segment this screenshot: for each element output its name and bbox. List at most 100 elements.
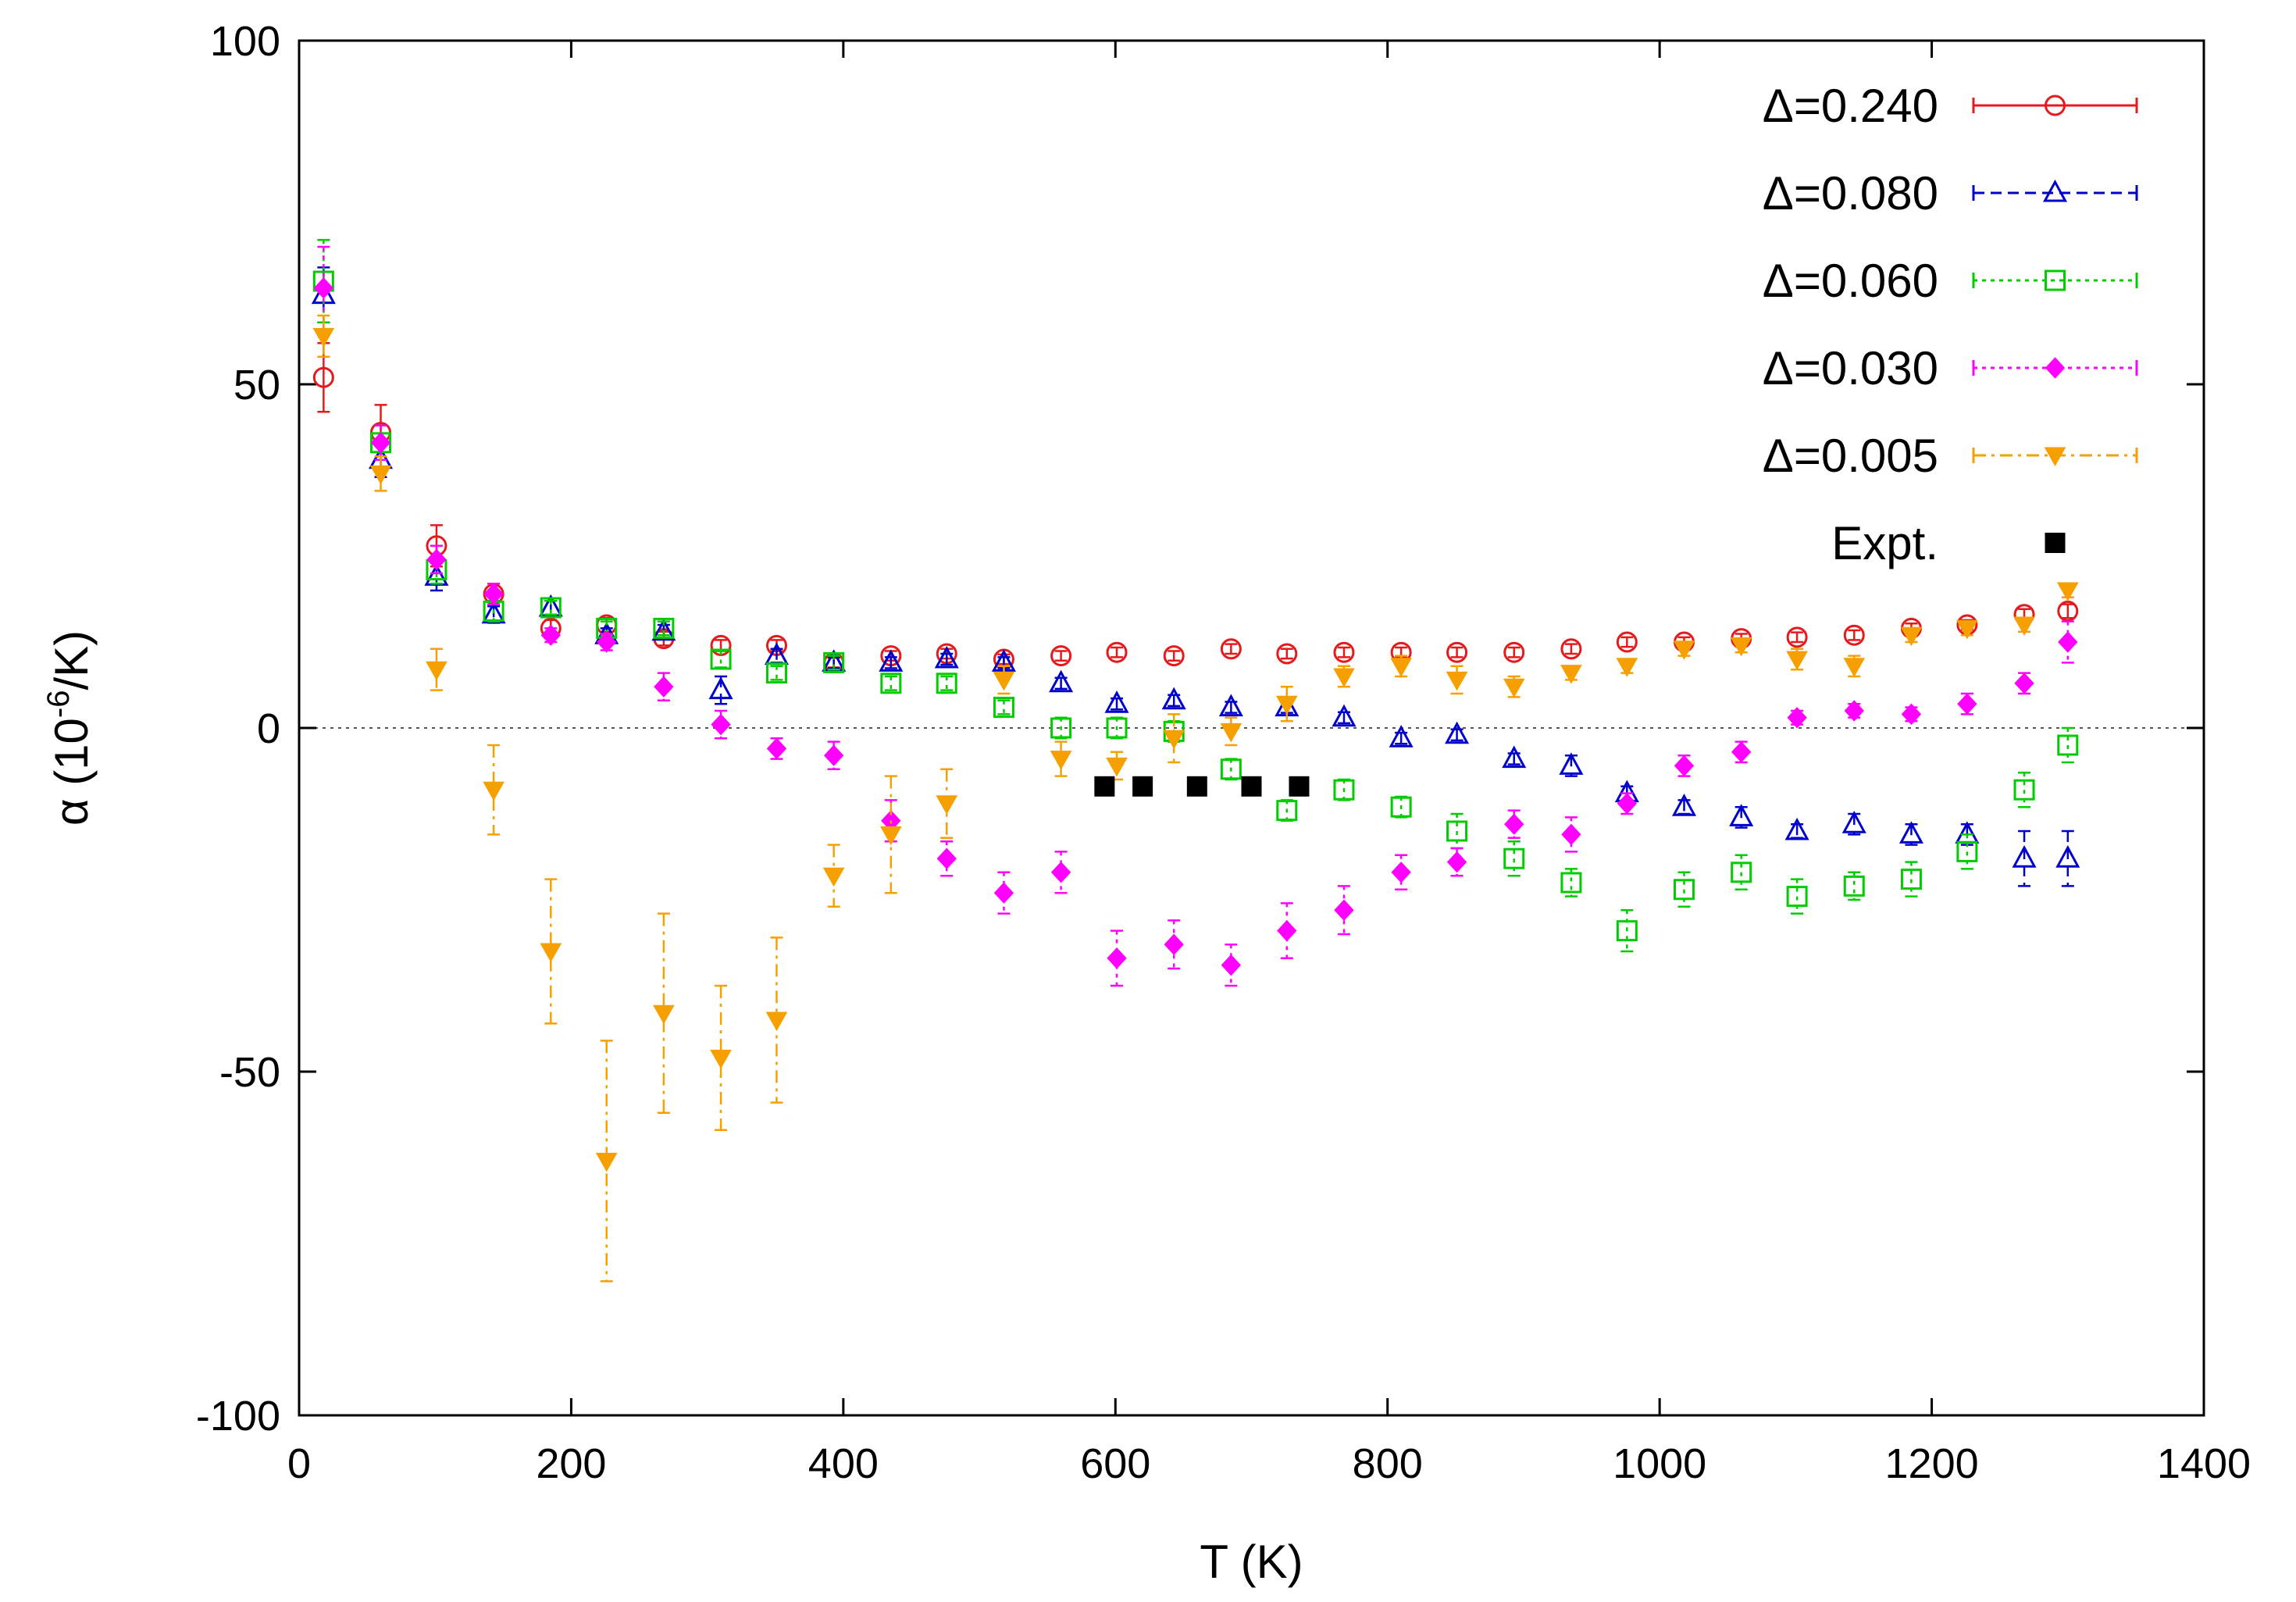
data-point [1049, 669, 1074, 693]
data-point [1956, 840, 1978, 862]
data-point [1186, 776, 1207, 797]
data-point [1161, 687, 1186, 710]
data-point [1104, 690, 1129, 713]
plot-frame [298, 39, 2205, 1417]
data-point [708, 676, 733, 700]
data-point [483, 583, 504, 605]
data-point [1241, 776, 1262, 797]
data-point [823, 651, 845, 673]
data-point [2014, 673, 2034, 694]
y-tick-label: 50 [234, 362, 280, 409]
x-tick-label: 0 [287, 1440, 311, 1487]
data-point [1841, 811, 1866, 833]
data-point [1729, 804, 1754, 826]
data-point [2013, 779, 2035, 801]
data-point [2055, 845, 2080, 868]
data-point [1050, 717, 1072, 739]
data-point [651, 618, 676, 641]
data-point [1898, 821, 1923, 844]
legend-marker [2044, 447, 2066, 467]
data-point [2057, 734, 2079, 756]
series-5 [1094, 776, 1310, 797]
data-point [540, 624, 561, 646]
data-point [1616, 658, 1638, 677]
x-tick-label: 1000 [1613, 1440, 1706, 1487]
data-point [822, 867, 845, 887]
legend-label: Δ=0.005 [1763, 430, 1938, 482]
data-point [1050, 645, 1072, 667]
legend-label: Δ=0.240 [1763, 80, 1938, 132]
data-point [1221, 954, 1242, 976]
data-point [936, 673, 957, 694]
data-point [1730, 637, 1752, 657]
data-point [312, 327, 335, 348]
data-point [1107, 947, 1127, 969]
data-point [1843, 875, 1865, 897]
data-point [1561, 823, 1581, 846]
data-point [936, 847, 957, 869]
data-point [766, 737, 787, 760]
data-point [993, 671, 1015, 691]
data-point [1787, 707, 1807, 729]
data-point [1503, 678, 1525, 698]
legend-marker [2045, 533, 2066, 553]
data-point [1163, 645, 1185, 667]
data-point [1277, 919, 1297, 942]
data-point [1391, 862, 1411, 883]
data-point [1503, 847, 1525, 869]
data-point [1957, 693, 1977, 715]
y-axis-label-exponent: -6 [41, 690, 76, 719]
data-point [1334, 899, 1354, 921]
data-point [765, 662, 787, 684]
data-point [934, 645, 959, 669]
data-point [823, 744, 844, 766]
data-point [540, 597, 562, 619]
data-point [1900, 626, 1923, 647]
data-point [1390, 658, 1412, 677]
x-tick-label: 600 [1080, 1440, 1150, 1487]
data-point [1389, 725, 1414, 747]
data-point [1560, 638, 1582, 660]
y-axis-label: α (10-6/K) [41, 630, 98, 826]
legend-label: Δ=0.060 [1763, 255, 1938, 307]
data-point [1132, 776, 1153, 797]
data-point [1900, 869, 1922, 890]
data-point [1446, 641, 1468, 663]
data-point [1503, 641, 1525, 663]
legend-marker [2045, 357, 2066, 379]
data-point [2012, 845, 2037, 868]
data-point [597, 631, 617, 653]
data-point [483, 781, 504, 801]
data-point [1332, 704, 1357, 727]
data-point [1674, 879, 1695, 901]
data-point [879, 649, 904, 672]
data-point [1333, 668, 1355, 688]
data-point [1617, 793, 1638, 815]
data-point [1843, 624, 1865, 646]
data-point [765, 1012, 788, 1032]
legend-marker [2045, 95, 2066, 116]
data-point [1616, 920, 1638, 942]
data-point [1106, 717, 1128, 739]
data-point [1220, 723, 1242, 743]
data-point [1289, 776, 1310, 797]
data-point [1671, 794, 1697, 816]
data-point [1220, 758, 1242, 780]
data-point [1786, 886, 1808, 908]
data-point [654, 676, 674, 698]
data-point [1106, 757, 1128, 777]
data-point [1050, 751, 1072, 770]
data-point [710, 1049, 732, 1069]
data-point [1050, 862, 1071, 883]
data-point [1843, 658, 1866, 677]
x-tick-label: 1200 [1885, 1440, 1979, 1487]
data-point [1560, 665, 1582, 684]
data-point [1333, 641, 1355, 663]
legend-marker [2042, 179, 2068, 202]
data-point [1276, 800, 1298, 822]
data-point [2013, 616, 2035, 637]
data-point [653, 1004, 675, 1025]
data-point [1445, 721, 1470, 744]
y-tick-label: -100 [196, 1393, 280, 1440]
data-point [540, 943, 562, 963]
